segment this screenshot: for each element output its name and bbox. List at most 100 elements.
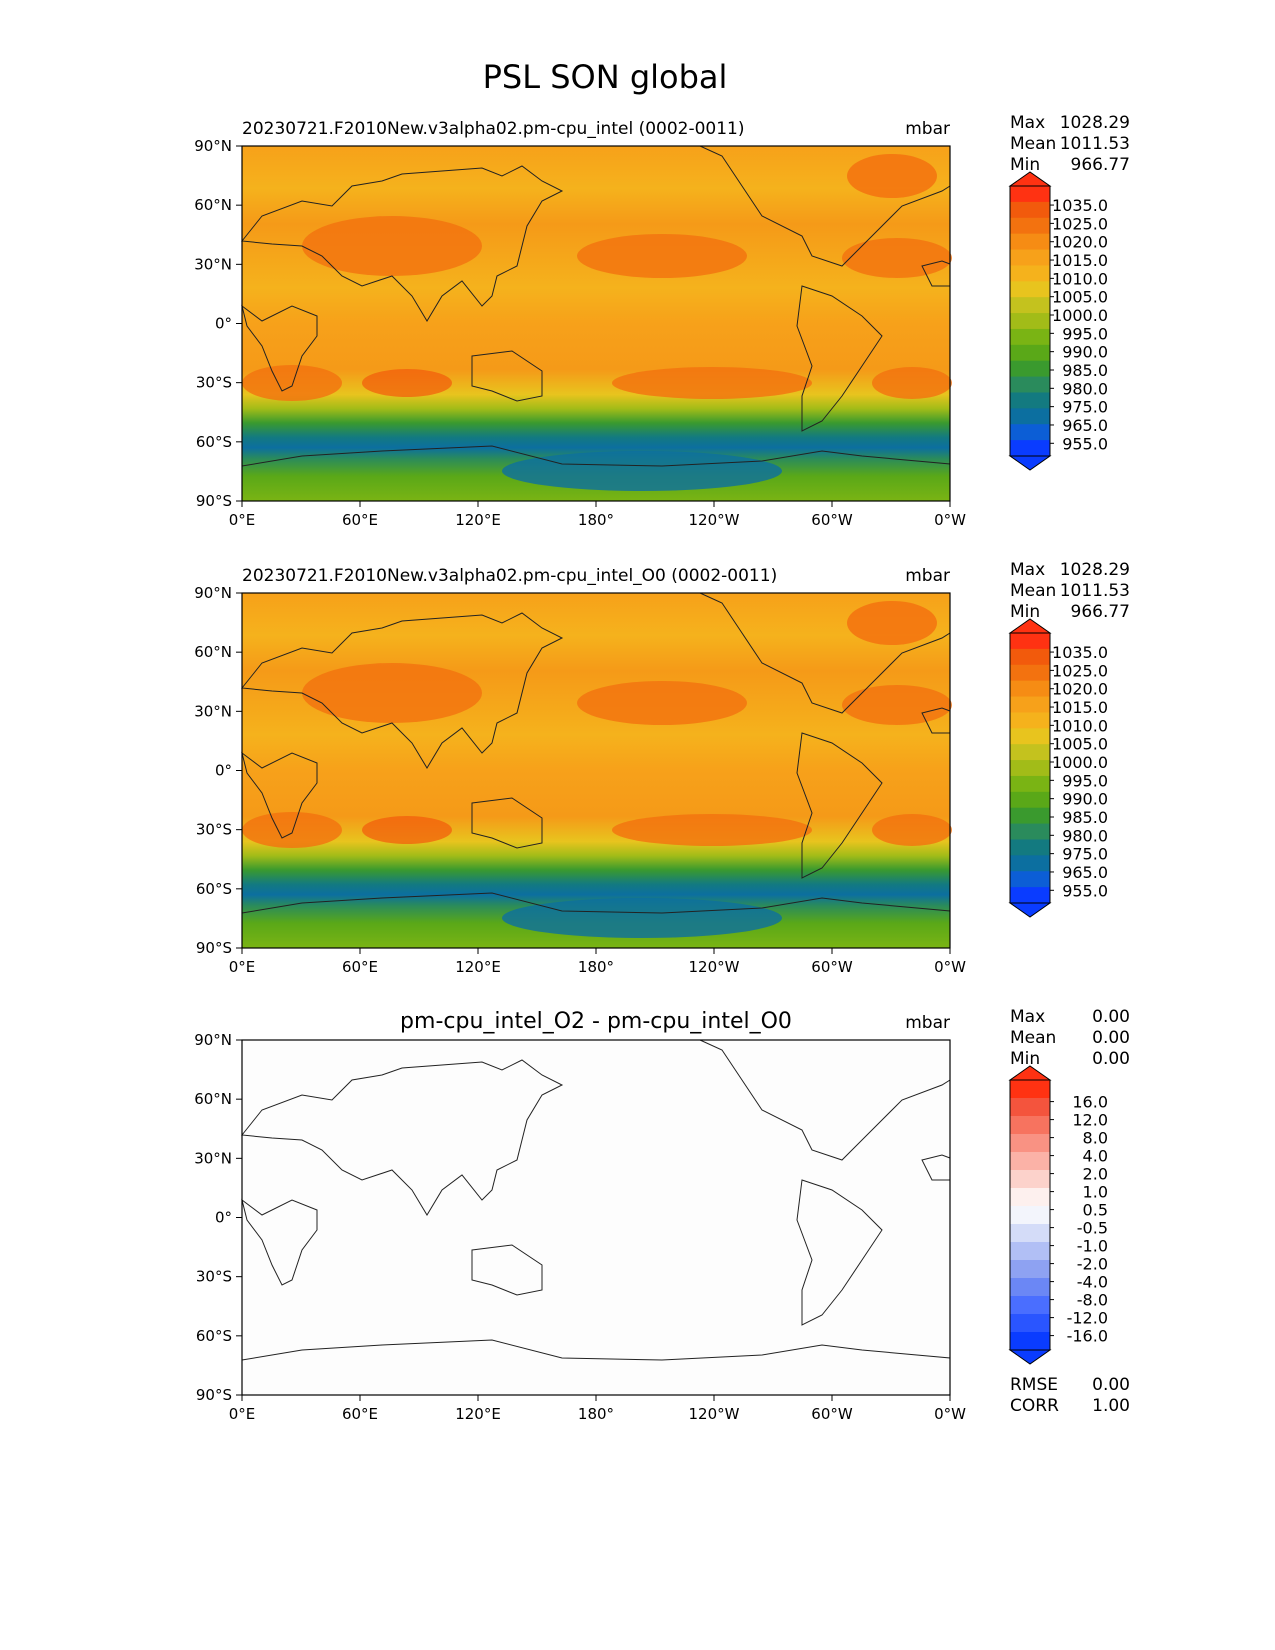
stat-label-mean: Mean	[1010, 1028, 1056, 1048]
y-tick-label: 30°N	[194, 255, 232, 273]
colorbar-label: 2.0	[1083, 1165, 1108, 1184]
x-tick-label: 60°E	[342, 511, 378, 529]
metric-label-corr: CORR	[1010, 1396, 1059, 1416]
colorbar-swatch	[1010, 1260, 1050, 1279]
y-tick-label: 30°N	[194, 1149, 232, 1167]
colorbar-label: 1010.0	[1052, 269, 1108, 288]
stat-label-mean: Mean	[1010, 134, 1056, 154]
panel-title: pm-cpu_intel_O2 - pm-cpu_intel_O0	[400, 1009, 792, 1034]
stat-value-mean: 1011.53	[1060, 581, 1130, 601]
colorbar-swatch	[1010, 328, 1050, 346]
colorbar-swatch	[1010, 680, 1050, 698]
axes-panel-3: 0°E 60°E 120°E 180° 120°W 60°W 0°W 90°N 60°N 30°N…	[194, 1031, 966, 1423]
x-tick-label: 120°W	[689, 958, 740, 976]
colorbar-label: 955.0	[1062, 881, 1108, 900]
x-tick-label: 60°W	[811, 958, 853, 976]
colorbar-label: 965.0	[1062, 416, 1108, 435]
y-tick-label: 0°	[215, 1209, 232, 1227]
x-tick-label: 0°W	[934, 511, 966, 529]
colorbar-swatch	[1010, 1098, 1050, 1117]
y-tick-label: 0°	[215, 315, 232, 333]
colorbar-label: 12.0	[1072, 1111, 1108, 1130]
metric-value-rmse: 0.00	[1092, 1375, 1130, 1395]
colorbar-swatch	[1010, 424, 1050, 441]
colorbar-panel-3: 16.012.08.04.02.01.00.5-0.5-1.0-2.0-4.0-…	[1008, 1065, 1108, 1365]
colorbar-swatch	[1010, 1242, 1050, 1261]
colorbar-label: 980.0	[1062, 379, 1108, 398]
colorbar-label: 0.5	[1083, 1201, 1108, 1220]
stat-value-min: 966.77	[1071, 155, 1130, 175]
colorbar-swatch	[1010, 233, 1050, 251]
colorbar-extend-min	[1008, 902, 1052, 918]
y-tick-label: 90°N	[194, 584, 232, 602]
map-field	[242, 146, 950, 501]
stat-label-mean: Mean	[1010, 581, 1056, 601]
stat-value-mean: 1011.53	[1060, 134, 1130, 154]
colorbar-swatch	[1010, 696, 1050, 713]
x-tick-label: 120°E	[455, 511, 501, 529]
stat-value-max: 1028.29	[1060, 113, 1130, 133]
high-pressure-cells	[242, 154, 952, 491]
panel-model-2: 20230721.F2010New.v3alpha02.pm-cpu_intel…	[241, 566, 952, 949]
colorbar-frame	[1009, 1079, 1051, 1351]
stat-label-max: Max	[1010, 560, 1045, 580]
colorbar-label: 16.0	[1072, 1093, 1108, 1112]
colorbar-swatch	[1010, 744, 1050, 761]
y-tick-label: 90°N	[194, 1031, 232, 1049]
colorbar-label: 1005.0	[1052, 735, 1108, 754]
colorbar-extend-min	[1008, 455, 1052, 471]
x-tick-label: 120°E	[455, 958, 501, 976]
colorbar-swatch	[1010, 408, 1050, 425]
colorbar-swatch	[1010, 1188, 1050, 1207]
colorbar-label: 995.0	[1062, 324, 1108, 343]
y-tick-label: 90°S	[196, 492, 232, 510]
colorbar-swatch	[1010, 297, 1050, 314]
colorbar-swatch	[1010, 249, 1050, 266]
colorbar-swatch	[1010, 1332, 1050, 1351]
colorbar-swatch	[1010, 392, 1050, 409]
stat-value-max: 1028.29	[1060, 560, 1130, 580]
colorbar-swatch	[1010, 1278, 1050, 1297]
stat-label-max: Max	[1010, 1007, 1045, 1027]
colorbar-label: -8.0	[1077, 1291, 1108, 1310]
y-tick-label: 60°S	[196, 880, 232, 898]
colorbar-label: 965.0	[1062, 863, 1108, 882]
colorbar-label: 1015.0	[1052, 251, 1108, 270]
map-field	[242, 1040, 950, 1395]
colorbar-label: 1020.0	[1052, 233, 1108, 252]
colorbar-swatch	[1010, 313, 1050, 330]
y-tick-label: 60°N	[194, 1090, 232, 1108]
colorbar-swatch	[1010, 1224, 1050, 1243]
x-tick-label: 0°E	[229, 511, 256, 529]
x-tick-label: 180°	[578, 958, 614, 976]
colorbar-panel-1: 1035.01025.01020.01015.01010.01005.01000…	[1008, 171, 1108, 471]
x-tick-label: 120°W	[689, 1405, 740, 1423]
colorbar-swatch	[1010, 728, 1050, 745]
panel-title: 20230721.F2010New.v3alpha02.pm-cpu_intel…	[242, 566, 777, 586]
colorbar-swatch	[1010, 839, 1050, 856]
colorbar-label: 1010.0	[1052, 716, 1108, 735]
x-tick-label: 0°W	[934, 958, 966, 976]
stats-panel-2: Max Mean Min 1028.29 1011.53 966.77	[1010, 560, 1130, 622]
colorbar-label: -1.0	[1077, 1237, 1108, 1256]
y-tick-label: 0°	[215, 762, 232, 780]
x-tick-label: 120°W	[689, 511, 740, 529]
colorbar-swatch	[1010, 265, 1050, 282]
colorbar-label: 955.0	[1062, 434, 1108, 453]
colorbar-swatch	[1010, 1314, 1050, 1333]
panel-title: 20230721.F2010New.v3alpha02.pm-cpu_intel…	[242, 119, 745, 139]
map-field	[242, 593, 950, 948]
x-tick-label: 0°W	[934, 1405, 966, 1423]
high-pressure-cells	[242, 601, 952, 938]
colorbar-label: 990.0	[1062, 343, 1108, 362]
colorbar-label: 985.0	[1062, 361, 1108, 380]
stats-panel-3: Max Mean Min 0.00 0.00 0.00	[1010, 1007, 1130, 1069]
y-tick-label: 60°N	[194, 643, 232, 661]
y-tick-label: 60°S	[196, 433, 232, 451]
y-tick-label: 60°S	[196, 1327, 232, 1345]
x-tick-label: 120°E	[455, 1405, 501, 1423]
colorbar-label: 1005.0	[1052, 288, 1108, 307]
stat-value-min: 0.00	[1092, 1049, 1130, 1069]
colorbar-swatch	[1010, 217, 1050, 235]
